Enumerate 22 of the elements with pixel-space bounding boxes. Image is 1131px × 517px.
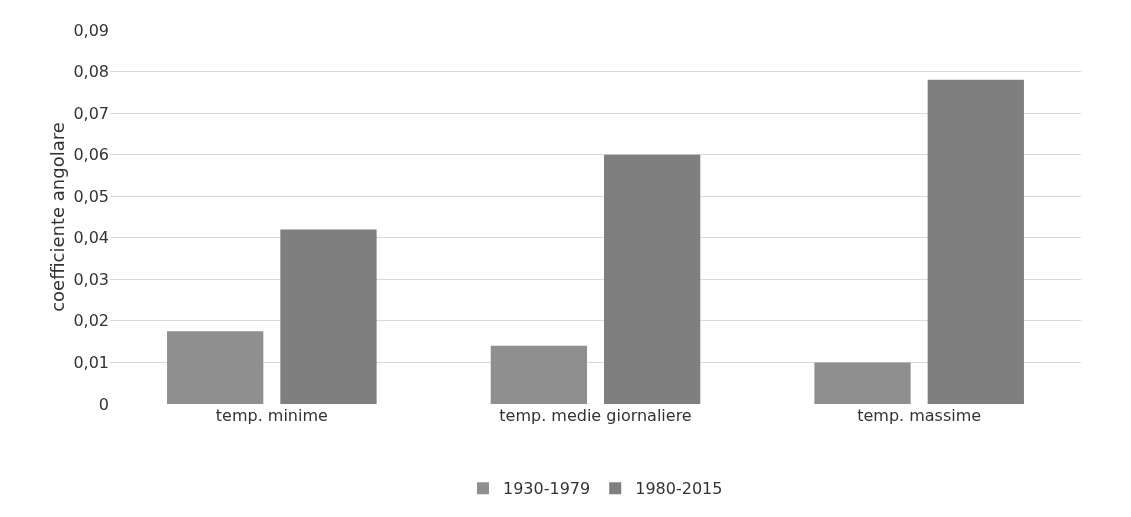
bar (280, 229, 377, 404)
y-axis-title: coefficiente angolare (47, 122, 68, 312)
y-tick-label: 0,03 (73, 269, 109, 289)
y-tick-label: 0,09 (73, 20, 109, 40)
legend-label: 1930-1979 (503, 479, 591, 499)
y-tick-label: 0,04 (73, 228, 109, 248)
x-tick-label: temp. medie giornaliere (499, 406, 692, 425)
y-tick-label: 0,08 (73, 62, 109, 82)
y-tick-label: 0,05 (73, 186, 109, 206)
bar (927, 79, 1024, 404)
bar (167, 331, 264, 404)
x-tick-label: temp. minime (215, 406, 328, 425)
y-tick-label: 0,01 (73, 353, 109, 373)
y-tick-label: 0,02 (73, 311, 109, 331)
bar (604, 154, 701, 404)
legend-label: 1980-2015 (635, 479, 723, 499)
y-tick-label: 0,06 (73, 145, 109, 165)
y-tick-label: 0 (98, 394, 109, 414)
y-tick-label: 0,07 (73, 103, 109, 123)
bar (814, 362, 911, 404)
x-tick-label: temp. massime (857, 406, 982, 425)
bar (490, 345, 587, 404)
